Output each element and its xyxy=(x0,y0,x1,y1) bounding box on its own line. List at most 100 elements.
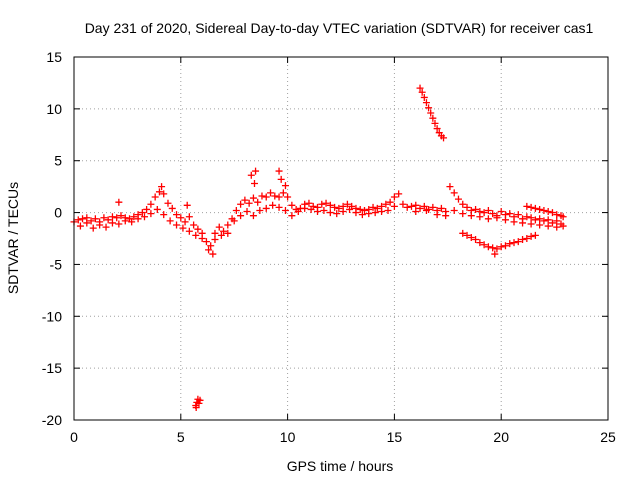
data-point xyxy=(501,216,509,224)
data-point xyxy=(190,221,198,229)
data-point xyxy=(173,221,181,229)
data-point xyxy=(523,235,531,242)
data-point xyxy=(382,200,390,208)
data-point xyxy=(275,193,283,201)
data-point xyxy=(168,204,176,212)
data-point xyxy=(514,238,522,246)
data-point xyxy=(258,192,266,200)
data-point xyxy=(192,404,200,412)
data-point xyxy=(519,219,527,227)
x-tick-label: 20 xyxy=(493,429,509,445)
data-point xyxy=(527,220,535,228)
x-axis-label: GPS time / hours xyxy=(287,458,394,474)
data-point xyxy=(484,215,492,223)
data-point xyxy=(472,236,480,244)
data-point xyxy=(335,204,343,212)
data-point xyxy=(378,208,386,216)
data-point xyxy=(553,211,561,219)
data-marks xyxy=(70,84,567,412)
data-point xyxy=(153,205,161,213)
data-point xyxy=(326,209,334,217)
data-point xyxy=(476,213,484,221)
data-point xyxy=(318,200,326,208)
data-point xyxy=(422,206,430,214)
data-point xyxy=(301,204,309,212)
data-point xyxy=(450,206,458,214)
data-point xyxy=(215,223,223,231)
data-point xyxy=(536,215,544,223)
data-point xyxy=(115,198,123,206)
data-point xyxy=(433,211,441,219)
data-point xyxy=(195,399,203,407)
data-point xyxy=(527,214,535,222)
axes: 0 5 10 15 20 25 -20 -15 -10 -5 0 5 10 15 xyxy=(42,49,616,445)
data-point xyxy=(358,211,366,219)
data-point xyxy=(326,201,334,209)
data-point xyxy=(108,219,116,227)
data-point xyxy=(143,205,151,213)
data-point xyxy=(275,203,283,211)
data-point xyxy=(431,119,439,127)
data-point xyxy=(548,209,556,217)
data-point xyxy=(130,213,138,221)
series-lower-band xyxy=(76,201,567,254)
data-point xyxy=(346,205,354,213)
data-point xyxy=(343,200,351,208)
data-point xyxy=(540,206,548,214)
series-main-band xyxy=(70,183,565,250)
data-point xyxy=(544,208,552,216)
data-point xyxy=(407,202,415,210)
data-point xyxy=(425,104,433,112)
data-point xyxy=(96,221,104,229)
data-point xyxy=(211,236,219,244)
data-point xyxy=(177,214,185,222)
data-point xyxy=(510,218,518,226)
series-scattered-highs xyxy=(115,167,499,258)
data-point xyxy=(192,231,200,239)
data-point xyxy=(420,202,428,210)
data-point xyxy=(553,223,561,231)
data-point xyxy=(497,243,505,251)
data-point xyxy=(279,189,287,197)
data-point xyxy=(420,93,428,101)
data-point xyxy=(339,208,347,216)
x-tick-label: 0 xyxy=(70,429,78,445)
data-point xyxy=(429,114,437,122)
data-point xyxy=(559,222,567,230)
data-point xyxy=(211,229,219,237)
data-point xyxy=(87,217,95,225)
data-point xyxy=(269,201,277,209)
y-tick-label: -20 xyxy=(42,412,62,428)
series-post-20h-upper-arc xyxy=(523,202,567,221)
data-point xyxy=(108,213,116,221)
data-point xyxy=(205,246,213,254)
series-lower-arc xyxy=(459,229,539,253)
data-point xyxy=(527,203,535,211)
data-point xyxy=(243,208,251,216)
data-point xyxy=(548,219,556,227)
data-point xyxy=(352,209,360,217)
data-point xyxy=(360,206,368,214)
data-point xyxy=(288,212,296,220)
data-point xyxy=(497,208,505,216)
data-point xyxy=(232,206,240,214)
data-point xyxy=(209,250,217,258)
y-tick-label: 0 xyxy=(54,205,62,221)
data-point xyxy=(403,203,411,211)
data-point xyxy=(356,205,364,213)
data-point xyxy=(416,84,424,92)
data-point xyxy=(314,208,322,216)
data-point xyxy=(427,109,435,117)
data-point xyxy=(412,201,420,209)
data-point xyxy=(523,213,531,221)
data-point xyxy=(531,231,539,239)
data-point xyxy=(510,239,518,247)
data-point xyxy=(121,217,129,225)
data-point xyxy=(437,204,445,212)
data-point xyxy=(384,206,392,214)
data-point xyxy=(463,203,471,211)
data-point xyxy=(207,242,215,250)
data-point xyxy=(459,229,467,237)
data-point xyxy=(523,202,531,210)
